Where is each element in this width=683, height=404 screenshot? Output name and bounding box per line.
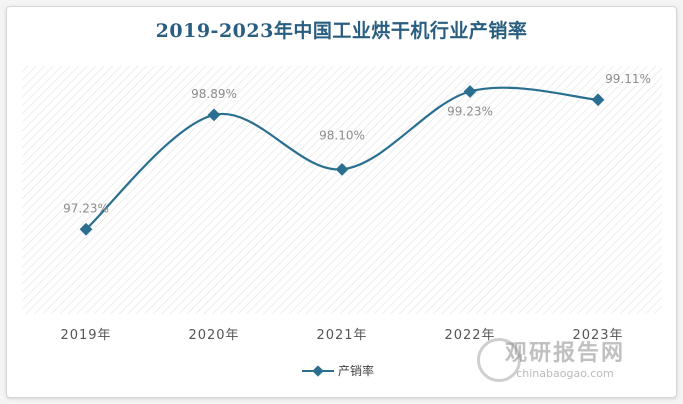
x-tick-label: 2020年 <box>188 328 239 343</box>
plot-area <box>22 66 662 314</box>
chart-title: 2019-2023年中国工业烘干机行业产销率 <box>155 20 528 42</box>
data-label: 99.11% <box>605 72 651 86</box>
data-label: 99.23% <box>447 104 493 118</box>
data-point <box>79 222 93 236</box>
legend: 产销率 <box>302 363 374 378</box>
data-point <box>335 162 349 176</box>
data-label: 98.89% <box>191 87 237 101</box>
watermark-logo <box>477 338 521 382</box>
legend-label: 产销率 <box>338 363 374 378</box>
x-tick-label: 2022年 <box>444 328 495 343</box>
x-tick-label: 2021年 <box>316 328 367 343</box>
data-point <box>207 108 221 122</box>
data-label: 98.10% <box>319 128 365 142</box>
legend-marker <box>312 365 324 377</box>
data-label: 97.23% <box>63 201 109 215</box>
x-tick-label: 2019年 <box>60 328 111 343</box>
data-point <box>463 85 477 98</box>
x-tick-label: 2023年 <box>572 328 623 343</box>
